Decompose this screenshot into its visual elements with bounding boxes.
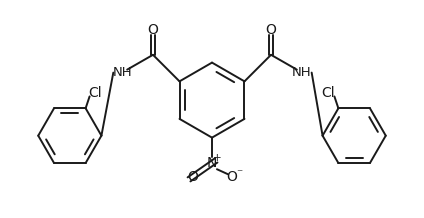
Text: O: O — [148, 23, 159, 37]
Text: O: O — [226, 170, 237, 184]
Text: +: + — [212, 153, 221, 163]
Text: Cl: Cl — [322, 85, 335, 99]
Text: O: O — [265, 23, 276, 37]
Text: NH: NH — [292, 66, 312, 79]
Text: NH: NH — [112, 66, 132, 79]
Text: O: O — [187, 170, 198, 184]
Text: N: N — [207, 156, 217, 170]
Text: Cl: Cl — [89, 85, 102, 99]
Text: ⁻: ⁻ — [237, 168, 243, 181]
